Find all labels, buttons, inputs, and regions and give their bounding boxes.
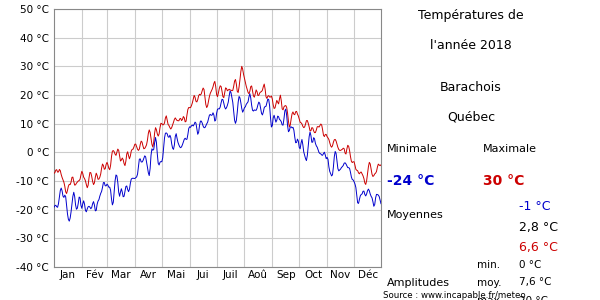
Text: Moyennes: Moyennes <box>387 210 444 220</box>
Text: 20 °C: 20 °C <box>519 296 548 300</box>
Text: Minimale: Minimale <box>387 144 438 154</box>
Text: 2,8 °C: 2,8 °C <box>519 220 558 233</box>
Text: 6,6 °C: 6,6 °C <box>519 242 558 254</box>
Text: 0 °C: 0 °C <box>519 260 541 269</box>
Text: Températures de: Températures de <box>418 9 524 22</box>
Text: -24 °C: -24 °C <box>387 174 434 188</box>
Text: Source : www.incapable.fr/meteo: Source : www.incapable.fr/meteo <box>383 291 526 300</box>
Text: l'année 2018: l'année 2018 <box>430 39 512 52</box>
Text: max.: max. <box>477 296 503 300</box>
Text: moy.: moy. <box>477 278 502 287</box>
Text: Barachois: Barachois <box>440 81 502 94</box>
Text: -1 °C: -1 °C <box>519 200 551 212</box>
Text: Amplitudes: Amplitudes <box>387 278 450 287</box>
Text: 30 °C: 30 °C <box>483 174 524 188</box>
Text: Québec: Québec <box>447 111 495 124</box>
Text: 7,6 °C: 7,6 °C <box>519 278 551 287</box>
Text: min.: min. <box>477 260 500 269</box>
Text: Maximale: Maximale <box>483 144 537 154</box>
